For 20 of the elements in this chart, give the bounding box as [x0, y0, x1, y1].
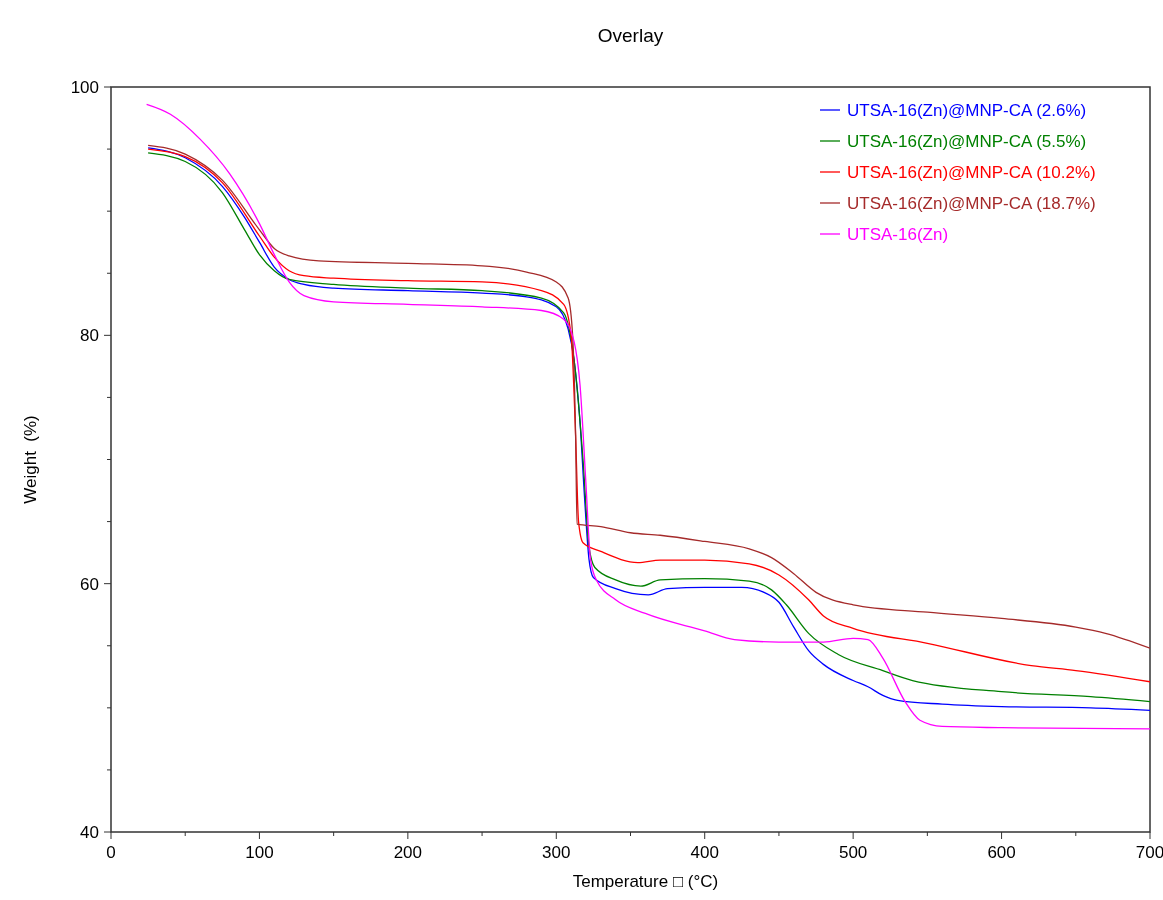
x-tick-label: 300 [542, 843, 571, 862]
chart-title: Overlay [597, 25, 664, 46]
x-tick-label: 700 [1135, 843, 1163, 862]
legend-label: UTSA-16(Zn)@MNP-CA (5.5%) [847, 132, 1087, 151]
x-tick-label: 200 [393, 843, 423, 862]
legend-label: UTSA-16(Zn)@MNP-CA (18.7%) [847, 194, 1096, 213]
y-tick-label: 40 [80, 823, 99, 842]
legend-label: UTSA-16(Zn)@MNP-CA (10.2%) [847, 163, 1096, 182]
x-tick-label: 400 [690, 843, 719, 862]
legend-label: UTSA-16(Zn) [847, 225, 949, 244]
legend-label: UTSA-16(Zn)@MNP-CA (2.6%) [847, 101, 1087, 120]
x-axis-title: Temperature □ (°C) [572, 872, 719, 891]
x-tick-label: 500 [838, 843, 868, 862]
x-tick-label: 0 [106, 843, 116, 862]
y-tick-label: 100 [70, 78, 99, 97]
y-tick-label: 80 [80, 326, 99, 346]
y-axis-title: Weight (%) [21, 415, 40, 504]
x-tick-label: 600 [987, 843, 1016, 862]
x-tick-label: 100 [245, 843, 274, 862]
y-tick-label: 60 [80, 574, 99, 594]
